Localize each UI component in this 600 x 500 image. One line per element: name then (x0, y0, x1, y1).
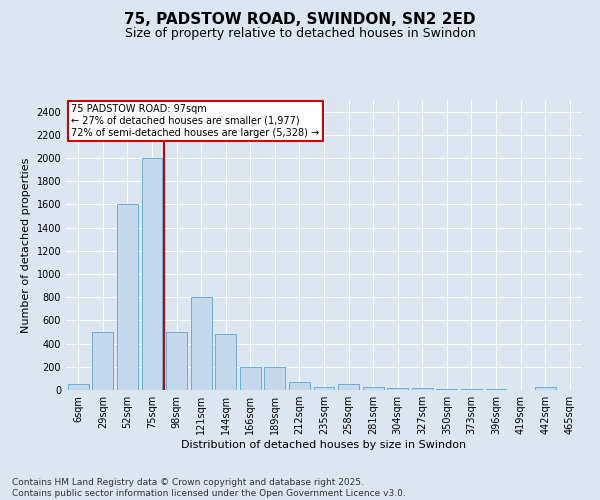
Text: 75 PADSTOW ROAD: 97sqm
← 27% of detached houses are smaller (1,977)
72% of semi-: 75 PADSTOW ROAD: 97sqm ← 27% of detached… (71, 104, 319, 138)
Bar (314, 387, 334, 390)
Text: 75, PADSTOW ROAD, SWINDON, SN2 2ED: 75, PADSTOW ROAD, SWINDON, SN2 2ED (124, 12, 476, 28)
Bar (461, 389, 482, 390)
Bar (436, 388, 457, 390)
Bar (117, 204, 138, 390)
Bar (215, 334, 236, 390)
Bar (289, 382, 310, 390)
Bar (265, 367, 286, 390)
Bar (535, 386, 556, 390)
Y-axis label: Number of detached properties: Number of detached properties (21, 158, 31, 332)
Bar (362, 386, 383, 390)
Text: Size of property relative to detached houses in Swindon: Size of property relative to detached ho… (125, 28, 475, 40)
Bar (387, 388, 408, 390)
Bar (240, 367, 261, 390)
Bar (92, 332, 113, 390)
Bar (412, 388, 433, 390)
Bar (142, 158, 163, 390)
Bar (191, 297, 212, 390)
X-axis label: Distribution of detached houses by size in Swindon: Distribution of detached houses by size … (181, 440, 467, 450)
Bar (338, 384, 359, 390)
Bar (68, 384, 89, 390)
Bar (166, 332, 187, 390)
Text: Contains HM Land Registry data © Crown copyright and database right 2025.
Contai: Contains HM Land Registry data © Crown c… (12, 478, 406, 498)
